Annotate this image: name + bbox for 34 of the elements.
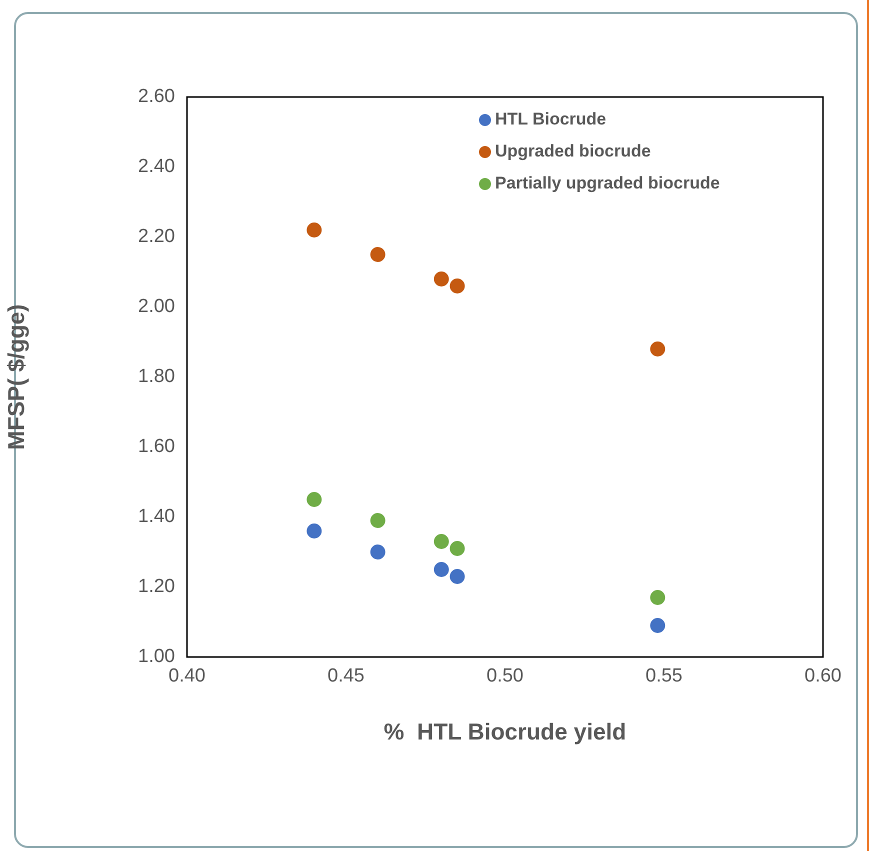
x-tick-label: 0.60 — [804, 666, 842, 687]
y-tick-label: 1.60 — [138, 436, 175, 458]
x-tick-label: 0.40 — [168, 666, 206, 687]
x-tick-label: 0.55 — [646, 666, 682, 687]
point — [434, 272, 449, 286]
x-axis-title: % HTL Biocrude yield — [384, 718, 626, 745]
point — [370, 544, 386, 560]
point — [306, 222, 322, 238]
legend-label: Upgraded biocrude — [495, 142, 651, 161]
point — [450, 541, 465, 556]
y-tick-label: 1.40 — [138, 506, 175, 528]
point — [450, 569, 465, 584]
point — [370, 247, 386, 262]
y-tick-label: 2.40 — [138, 156, 175, 178]
point — [434, 534, 449, 549]
point — [650, 590, 666, 605]
legend-label: HTL Biocrude — [495, 110, 606, 129]
y-tick-label: 2.20 — [138, 226, 175, 248]
legend-label: Partially upgraded biocrude — [495, 174, 720, 193]
y-tick-label: 2.60 — [138, 86, 175, 108]
point — [370, 513, 386, 528]
x-tick-label: 0.45 — [328, 666, 364, 687]
point — [306, 524, 322, 538]
point — [650, 342, 666, 356]
point — [450, 278, 465, 294]
y-tick-label: 1.00 — [138, 646, 175, 668]
point — [306, 492, 322, 507]
y-axis-title: MFSP( $/gge) — [3, 304, 30, 450]
y-tick-label: 1.20 — [138, 576, 175, 598]
point — [434, 562, 449, 577]
y-tick-label: 1.80 — [138, 366, 175, 388]
y-tick-label: 2.00 — [138, 296, 175, 318]
x-tick-label: 0.50 — [486, 666, 524, 687]
point — [650, 618, 666, 633]
